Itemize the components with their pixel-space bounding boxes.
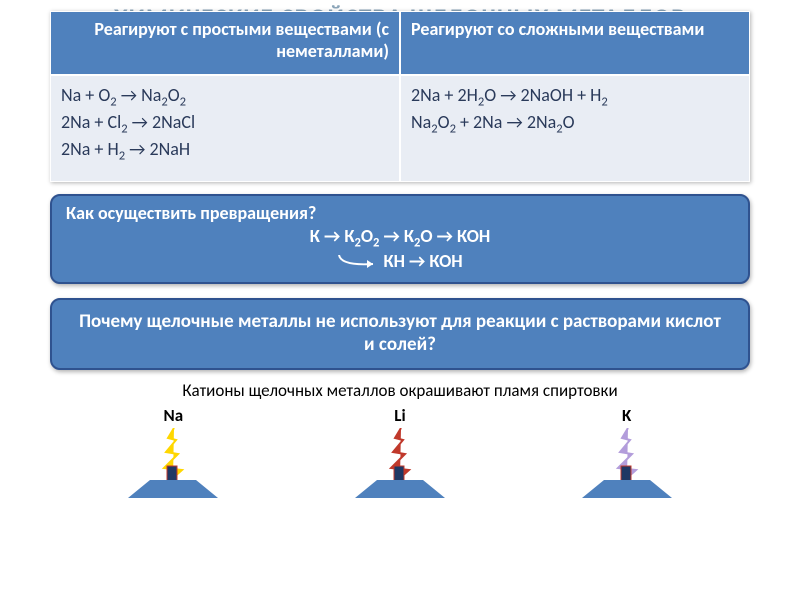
cell-complex: 2Na + 2H2O → 2NaOH + H2Na2O2 + 2Na → 2Na…	[400, 75, 750, 182]
cell-simple: Na + O2 → Na2O22Na + Cl2 → 2NaCl2Na + H2…	[50, 75, 400, 182]
properties-table: Реагируют с простыми веществами (с немет…	[50, 11, 750, 182]
burner-Li: Li	[345, 405, 455, 498]
burner-K: K	[572, 405, 682, 498]
transformation-question: Как осуществить превращения?	[66, 202, 734, 224]
transformation-box: Как осуществить превращения? К → К2О2 → …	[50, 194, 750, 284]
col-header-complex: Реагируют со сложными веществами	[400, 11, 750, 75]
burner-Na: Na	[118, 405, 228, 498]
burner-icon	[345, 428, 455, 498]
reaction-chain: К → К2О2 → К2О → КОН КН → КОН	[66, 226, 734, 272]
burner-label: Na	[118, 405, 228, 426]
burner-label: K	[572, 405, 682, 426]
burner-icon	[118, 428, 228, 498]
question-box: Почему щелочные металлы не используют дл…	[50, 298, 750, 370]
arrow-branch-icon	[337, 255, 379, 269]
col-header-simple: Реагируют с простыми веществами (с немет…	[50, 11, 400, 75]
burner-icon	[572, 428, 682, 498]
flame-caption: Катионы щелочных металлов окрашивают пла…	[0, 380, 800, 401]
burner-row: Na Li K	[60, 405, 740, 498]
burner-label: Li	[345, 405, 455, 426]
